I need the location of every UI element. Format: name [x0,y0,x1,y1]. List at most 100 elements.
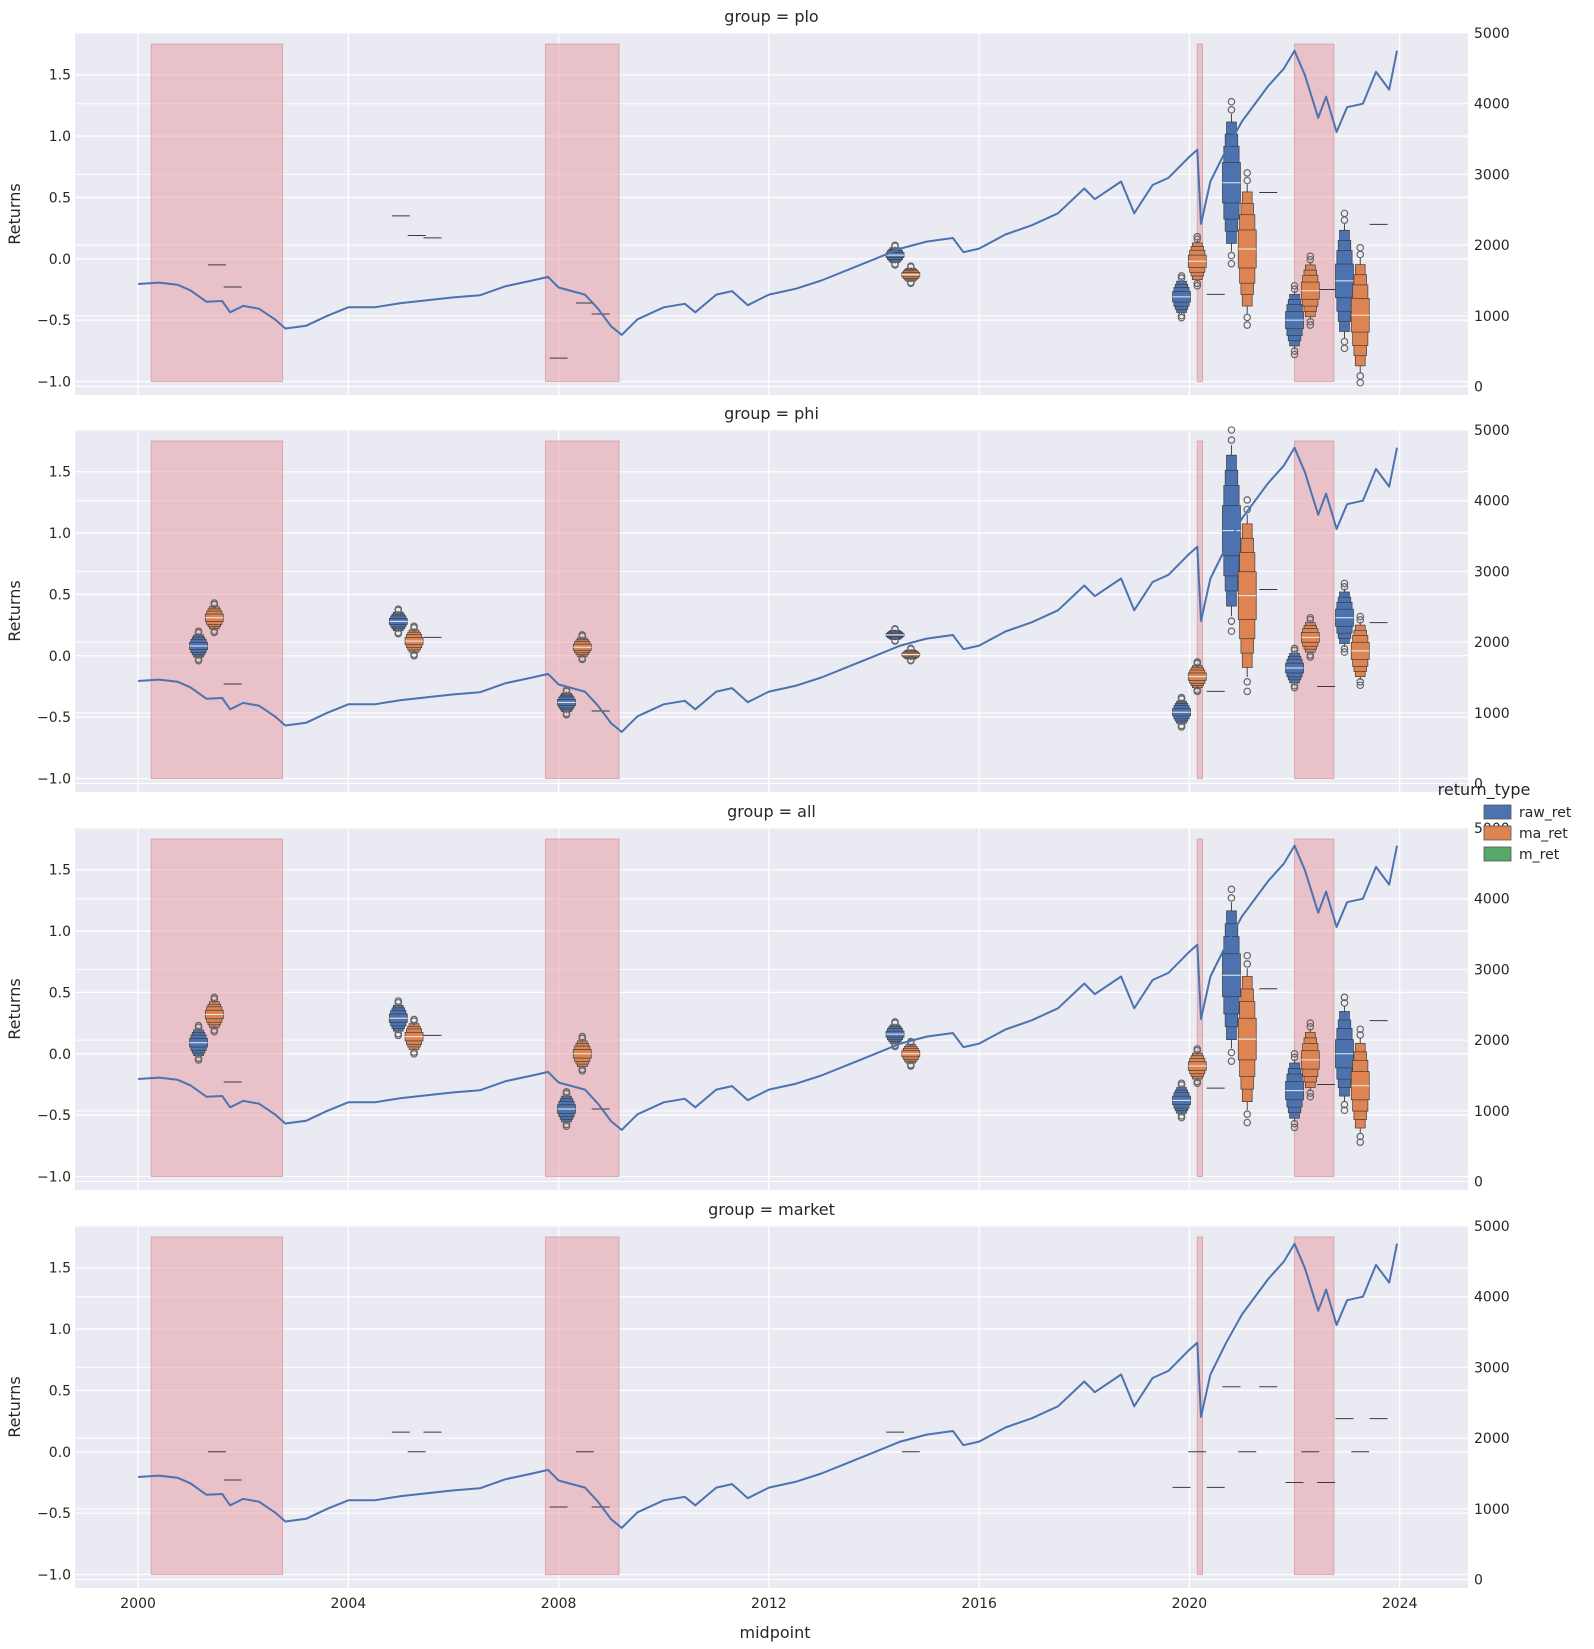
panels: −1.0 −0.5 0.0 0.5 1.0 1.5 0 1000 2000 3000 4000 500… [5,7,1510,1612]
boxen-outlier [1227,251,1236,260]
boxen-outlier [1177,311,1186,320]
boxen-outlier [1340,644,1349,653]
y2-tick-label: 2000 [1474,238,1510,254]
boxen-ma-ret [572,1032,592,1075]
y-tick-label: −1.0 [37,1170,71,1186]
boxen-outlier [906,262,915,270]
boxen-outlier [562,1122,571,1130]
boxen-outlier [562,710,571,719]
boxen-outlier [1243,678,1252,686]
boxen-outlier [210,599,219,607]
index-series-line [138,49,1398,336]
boxen-ma-ret [572,631,592,664]
boxen-outlier [1243,1118,1252,1127]
boxen-outlier [1227,426,1236,434]
panel-background [75,828,1468,1190]
boxen-outlier [1243,321,1252,329]
boxen-ma-ret [1187,1045,1207,1088]
y-tick-label: 0.0 [49,649,71,665]
y-tick-label: 0.0 [49,252,71,268]
y-axis-label: Returns [5,1376,24,1437]
y2-tick-label: 5000 [1474,1219,1510,1235]
boxen-outlier [1356,1132,1365,1141]
shaded-period [544,1236,620,1576]
boxen-outlier [1227,1057,1236,1065]
shaded-period [150,1236,284,1576]
boxen-outlier [1340,648,1349,656]
boxen-raw-ret [1172,272,1191,322]
boxen-outlier [1356,681,1365,690]
y-tick-label: −0.5 [37,313,71,329]
y2-tick-label: 3000 [1474,167,1510,183]
index-series-line [138,844,1398,1131]
y-tick-label: 1.5 [49,465,71,481]
shaded-period [544,440,620,780]
boxen-outlier [578,1032,587,1041]
y2-tick-label: 0 [1474,777,1483,793]
boxen-outlier [1227,627,1236,636]
boxen-outlier [410,1015,418,1024]
y2-tick-label: 4000 [1474,494,1510,510]
y-tick-label: −0.5 [37,1108,71,1124]
boxen-outlier [210,993,219,1002]
x-tick-label: 2020 [1172,1596,1208,1612]
boxen-outlier [1340,993,1349,1002]
boxen-outlier [1193,658,1202,666]
y2-tick-label: 1000 [1474,1104,1510,1120]
boxen-outlier [1227,259,1236,268]
boxen-ma-ret [901,644,921,665]
boxen-raw-ret [885,241,905,269]
boxen-outlier [1306,653,1315,661]
panel-background [75,430,1468,792]
y2-tick-label: 1000 [1474,1502,1510,1518]
boxen-outlier [1227,97,1236,106]
boxen-outlier [1340,579,1349,588]
boxen-outlier [410,651,418,660]
y2-tick-label: 0 [1474,1175,1483,1191]
boxen-outlier [1356,243,1365,252]
boxen-outlier [891,637,899,645]
legend-label-m-ret: m_ret [1519,847,1560,863]
boxen-raw-ret [1335,579,1354,656]
boxen-ma-ret [1300,1019,1320,1101]
panel-background [75,33,1468,395]
boxen-outlier [1290,683,1299,692]
boxen-outlier [891,241,899,250]
y2-tick-label: 4000 [1474,892,1510,908]
y2-tick-label: 5000 [1474,423,1510,439]
y2-tick-label: 3000 [1474,1360,1510,1376]
boxen-outlier [1306,1092,1315,1101]
boxen-outlier [194,656,203,665]
boxen-outlier [1290,347,1299,355]
panel-title: group = all [727,802,816,821]
boxen-outlier [1177,723,1186,731]
boxen-ma-ret [404,1015,424,1058]
boxen-outlier [210,1027,219,1036]
y-tick-label: −1.0 [37,375,71,391]
shaded-period [1294,1236,1335,1576]
boxen-outlier [891,624,899,633]
panel-title: group = market [708,1200,835,1219]
y-axis-label: Returns [5,978,24,1039]
y-tick-label: 1.0 [49,924,71,940]
y-tick-label: 1.5 [49,1261,71,1277]
boxen-raw-ret [557,686,576,719]
legend-swatch-m-ret [1483,846,1512,862]
boxen-outlier [1290,1123,1299,1132]
boxen-ma-ret [1350,612,1370,690]
boxen-outlier [1193,1045,1202,1053]
boxen-outlier [1306,321,1315,329]
boxen-outlier [1227,617,1236,625]
y-tick-label: 1.0 [49,1322,71,1338]
y-tick-label: 0.5 [49,1383,71,1399]
boxen-outlier [1356,678,1365,686]
panel-3: −1.0 −0.5 0.0 0.5 1.0 1.5 0 1000 2000 3000 4000 500… [5,1200,1510,1612]
index-series-line [138,446,1398,733]
boxen-raw-ret [1172,1079,1191,1122]
boxen-ma-ret [1237,169,1257,329]
shaded-period [1294,838,1335,1178]
boxen-raw-ret [1285,281,1304,359]
boxen-outlier [906,644,915,653]
boxen-outlier [578,1067,587,1075]
shaded-period [1294,440,1335,780]
